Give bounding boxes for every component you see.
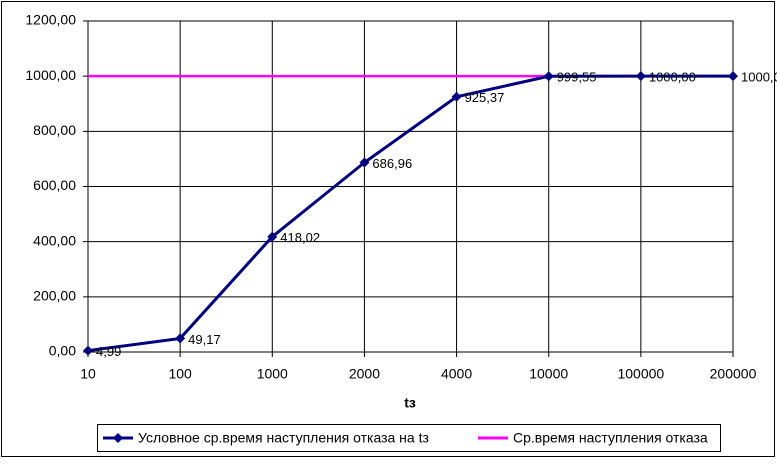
marker <box>267 231 278 242</box>
y-tick-label: 800,00 <box>33 122 76 138</box>
legend-label: Ср.время наступления отказа <box>513 430 708 446</box>
data-label: 686,96 <box>372 156 412 171</box>
y-tick-label: 200,00 <box>33 288 76 304</box>
data-label: 49,17 <box>188 332 221 347</box>
data-label: 1000,00 <box>741 70 777 85</box>
data-label: 925,37 <box>465 90 505 105</box>
marker <box>359 157 370 168</box>
marker <box>543 71 554 82</box>
x-tick-label: 100000 <box>617 366 664 382</box>
y-tick-label: 600,00 <box>33 177 76 193</box>
y-tick-label: 0,00 <box>49 343 76 359</box>
x-tick-label: 2000 <box>349 366 380 382</box>
x-tick-label: 100 <box>168 366 192 382</box>
data-label: 999,55 <box>557 70 597 85</box>
x-tick-label: 10000 <box>529 366 568 382</box>
data-label: 4,99 <box>96 344 121 359</box>
y-tick-label: 1000,00 <box>25 67 76 83</box>
marker <box>451 91 462 102</box>
y-tick-label: 1200,00 <box>25 12 76 28</box>
x-tick-label: 1000 <box>257 366 288 382</box>
x-axis-title: tз <box>404 395 416 411</box>
y-tick-label: 400,00 <box>33 232 76 248</box>
data-label: 1000,00 <box>649 70 696 85</box>
data-label: 418,02 <box>280 230 320 245</box>
x-tick-label: 10 <box>80 366 96 382</box>
marker <box>83 345 93 356</box>
legend-box <box>97 424 721 452</box>
legend-marker <box>113 433 123 443</box>
marker <box>175 333 186 344</box>
legend-label: Условное ср.время наступления отказа на … <box>138 430 429 446</box>
series-line <box>87 74 733 353</box>
x-tick-label: 200000 <box>710 366 757 382</box>
marker <box>728 71 738 82</box>
x-tick-label: 4000 <box>441 366 472 382</box>
marker <box>635 71 646 82</box>
